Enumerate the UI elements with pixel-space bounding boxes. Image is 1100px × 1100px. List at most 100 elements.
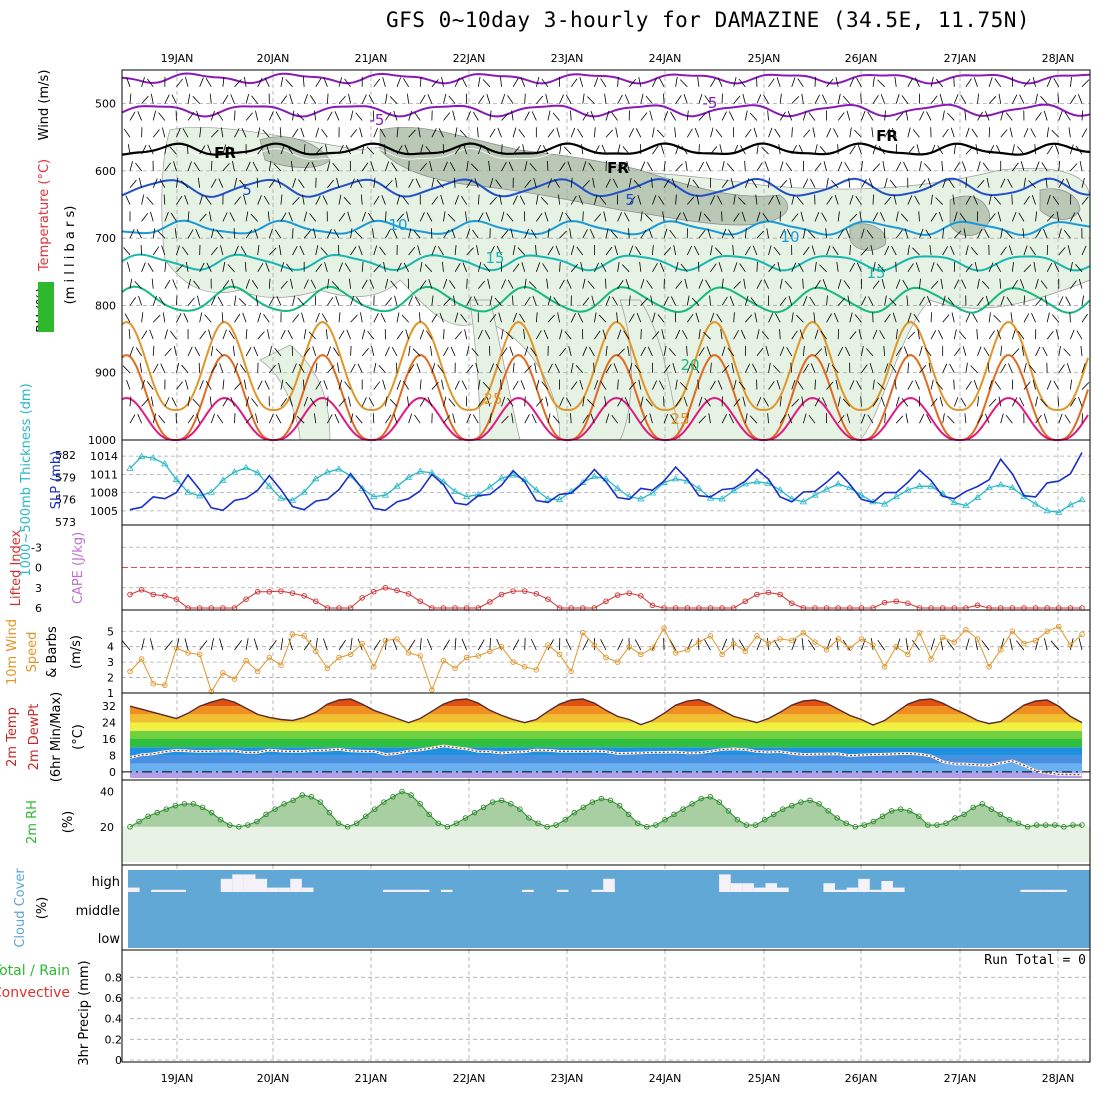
wind-barb xyxy=(998,396,1002,407)
wind10-speed-line-point xyxy=(382,637,389,644)
wind-barb xyxy=(442,261,444,272)
wind-barb xyxy=(217,296,224,306)
wind-barb xyxy=(174,228,177,239)
wind-barb xyxy=(1058,413,1063,424)
wind-barb xyxy=(187,112,195,121)
wind-barb xyxy=(715,129,723,138)
wind-barb xyxy=(693,245,700,256)
cloud-low-label: low xyxy=(98,932,121,947)
wind-barb xyxy=(617,397,623,407)
wind-barb xyxy=(276,296,282,306)
wind-barb xyxy=(824,345,827,356)
wind-barb xyxy=(698,112,706,121)
wind-barb xyxy=(582,180,590,189)
wind-barb xyxy=(768,263,776,273)
wind-barb xyxy=(568,346,572,357)
wind-barb xyxy=(570,264,579,273)
wind-barb xyxy=(157,230,166,239)
thickness-line-point xyxy=(207,488,215,495)
wind-barb xyxy=(302,194,305,205)
wind-barb xyxy=(761,331,769,340)
wind-barb xyxy=(360,312,363,323)
rh-shade-1 xyxy=(259,344,331,441)
thickness-line-point xyxy=(741,480,750,487)
wind10-speed-line-point xyxy=(1032,637,1039,644)
lifted-index-line-point xyxy=(301,593,307,599)
wind-barb xyxy=(408,178,414,188)
li-tick-label: 3 xyxy=(35,582,42,595)
wind-barb xyxy=(988,194,992,205)
wind-barb xyxy=(628,245,634,256)
wind-barb xyxy=(659,380,665,390)
wind-barb xyxy=(633,180,642,188)
wind-barb xyxy=(227,264,235,273)
wind10-speed-line-point xyxy=(243,657,249,664)
rh-line-point xyxy=(172,802,179,809)
wind-barb xyxy=(884,110,886,121)
cloud-high-bar xyxy=(753,887,766,892)
wind-barb xyxy=(970,246,978,256)
wind-barb xyxy=(590,110,595,121)
wind-barb xyxy=(646,280,653,289)
rh-line-point xyxy=(281,801,287,807)
wind-barb xyxy=(251,95,259,104)
wind-barb xyxy=(245,279,250,289)
wind-barb xyxy=(1023,177,1026,188)
wind-barb xyxy=(314,295,317,306)
cloud-high-bar xyxy=(730,883,743,892)
wind-barb xyxy=(416,363,421,373)
wind-barb xyxy=(210,345,214,356)
wind-barb xyxy=(935,197,943,205)
wind-barb xyxy=(733,312,735,323)
wind10-speed-line-point xyxy=(1009,628,1016,635)
wind-barb xyxy=(842,95,851,104)
rh-line-point xyxy=(217,816,224,823)
wind-barb xyxy=(965,78,972,88)
wind10-barb xyxy=(808,639,816,651)
wind-barb xyxy=(977,297,984,306)
wind-barb xyxy=(686,196,695,205)
wind-barb xyxy=(501,211,505,222)
wind-barb xyxy=(902,279,909,289)
wind-barb xyxy=(312,346,317,357)
rh-line-point xyxy=(734,816,741,823)
wind-barb xyxy=(628,177,632,188)
thickness-line-point xyxy=(950,498,958,506)
wind-barb xyxy=(141,144,147,155)
wind-barb xyxy=(1035,396,1038,407)
wind-barb xyxy=(1079,161,1083,171)
wind-barb xyxy=(867,111,874,121)
wind-barb xyxy=(582,229,588,239)
wind-barb xyxy=(791,330,798,340)
wind-barb xyxy=(895,93,900,104)
wind-barb xyxy=(1012,279,1018,289)
wind10-barb xyxy=(582,639,589,651)
wind-barb xyxy=(1046,145,1053,155)
wind-barb xyxy=(138,177,142,188)
wind-barb xyxy=(443,229,450,239)
wind10-barb xyxy=(199,640,208,651)
wind-barb xyxy=(616,312,619,323)
wind-barb xyxy=(663,413,669,424)
wind-barb xyxy=(350,363,356,373)
lifted-index-line-point xyxy=(893,598,899,605)
wind-barb xyxy=(334,413,340,424)
wind-barb xyxy=(779,414,786,424)
wind-barb xyxy=(697,379,700,390)
wind-barb xyxy=(500,76,502,87)
wind-barb xyxy=(996,329,1002,340)
wind10-barb xyxy=(454,638,457,651)
wind-barb xyxy=(292,314,300,323)
wind-barb xyxy=(768,362,771,373)
wind-barb xyxy=(698,211,702,222)
wind10-speed-line-point xyxy=(858,636,865,642)
wind-barb xyxy=(623,330,630,340)
wind-barb xyxy=(385,111,392,121)
wind10-speed-line-point xyxy=(580,630,586,636)
wind-barb xyxy=(296,113,305,121)
wind-barb xyxy=(726,163,735,172)
rh-line-point xyxy=(1024,824,1031,830)
wind-barb xyxy=(196,110,201,121)
wind-barb xyxy=(181,246,189,256)
wind-barb xyxy=(234,295,237,306)
